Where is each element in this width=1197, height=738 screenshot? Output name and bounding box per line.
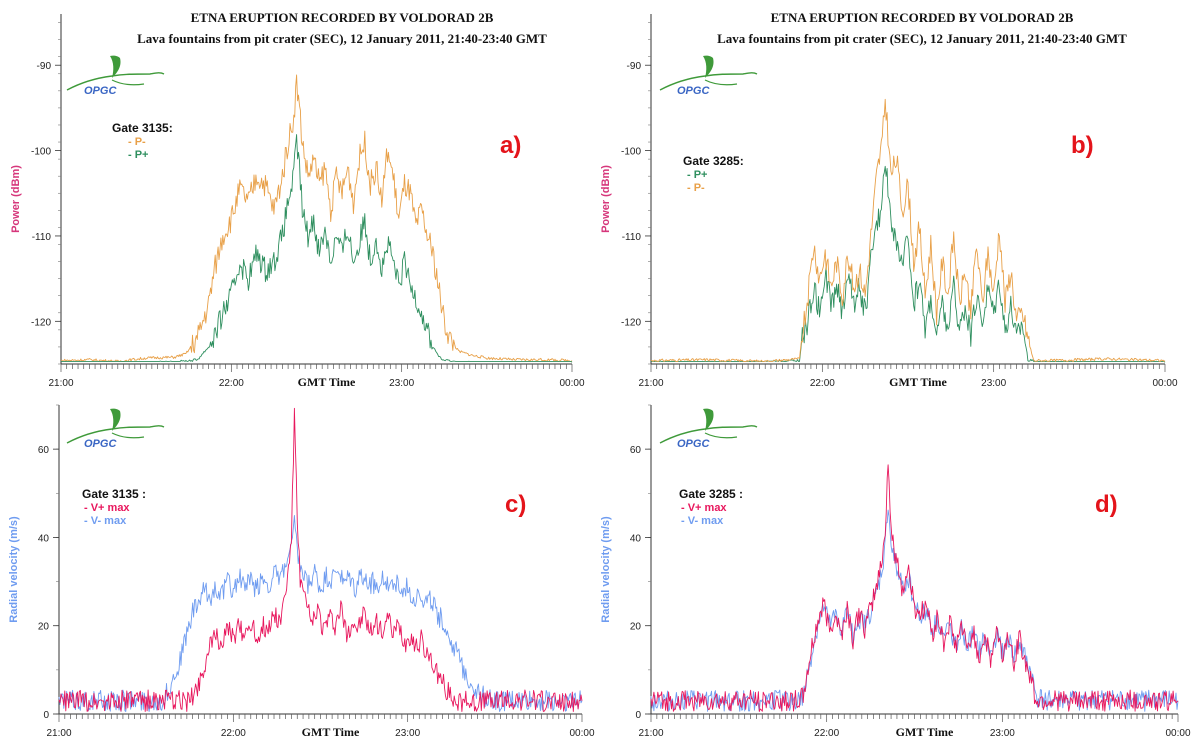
series-line-p <box>60 74 573 362</box>
y-axis-label: Radial velocity (m/s) <box>8 516 20 623</box>
panel-letter: b) <box>1071 132 1094 159</box>
y-axis-label: Power (dBm) <box>10 165 22 233</box>
logo-swoosh-inner <box>111 79 145 86</box>
y-tick-label: 20 <box>38 622 50 633</box>
logo-text: OPGC <box>84 438 117 450</box>
y-tick-label: -100 <box>31 147 51 158</box>
x-axis-label: GMT Time <box>896 725 954 738</box>
logo-swoosh-inner <box>704 79 738 86</box>
x-tick-label: 00:00 <box>559 378 584 389</box>
y-tick-label: 60 <box>630 445 642 456</box>
series-line-p <box>651 165 1166 363</box>
legend-title: Gate 3135 : <box>82 487 146 501</box>
panel-letter: a) <box>500 132 521 159</box>
y-tick-label: 40 <box>38 533 50 544</box>
logo-text: OPGC <box>677 85 710 97</box>
logo-text: OPGC <box>84 85 117 97</box>
legend-entry: - V+ max <box>84 502 130 514</box>
series-line-vmax <box>58 407 583 712</box>
x-tick-label: 21:00 <box>638 378 663 389</box>
chart-panel-d: 21:00 22:00 23:00 00:00 0 20 40 60 GMT Time Radia… <box>600 404 1191 738</box>
panel-letter: c) <box>505 491 526 518</box>
x-tick-label: 21:00 <box>638 728 663 738</box>
y-tick-label: -120 <box>31 317 51 328</box>
logo-swoosh-outer <box>66 425 165 444</box>
x-tick-label: 21:00 <box>46 728 71 738</box>
y-axis-label: Power (dBm) <box>600 165 612 233</box>
x-tick-label: 22:00 <box>810 378 835 389</box>
legend-entry: - V- max <box>681 515 724 527</box>
chart-panel-b: ETNA ERUPTION RECORDED BY VOLDORAD 2B Lav… <box>600 10 1178 389</box>
opgc-logo: OPGC <box>659 408 758 450</box>
x-tick-label: 00:00 <box>569 728 594 738</box>
y-tick-label: -110 <box>32 232 52 243</box>
logo-swoosh-inner <box>111 432 145 439</box>
logo-swoosh-inner <box>704 432 738 439</box>
series-line-vmax <box>650 464 1179 712</box>
x-tick-label: 22:00 <box>219 378 244 389</box>
y-tick-label: 0 <box>43 710 49 721</box>
series-line-p <box>61 134 573 363</box>
chart-title: ETNA ERUPTION RECORDED BY VOLDORAD 2B <box>771 10 1074 25</box>
x-tick-label: 23:00 <box>981 378 1006 389</box>
legend: Gate 3285:- P+- P- <box>683 154 744 194</box>
x-tick-label: 22:00 <box>221 728 246 738</box>
opgc-logo: OPGC <box>66 408 165 450</box>
legend: Gate 3135 :- V+ max- V- max <box>82 487 146 527</box>
logo-leaf <box>703 408 714 431</box>
legend-title: Gate 3285: <box>683 154 744 168</box>
y-tick-label: -90 <box>37 61 52 72</box>
x-tick-label: 22:00 <box>814 728 839 738</box>
legend-entry: - V- max <box>84 515 127 527</box>
x-axis-label: GMT Time <box>298 375 356 389</box>
x-tick-label: 23:00 <box>389 378 414 389</box>
y-tick-label: -120 <box>621 317 641 328</box>
x-tick-label: 00:00 <box>1165 728 1190 738</box>
legend-entry: - P+ <box>687 169 707 181</box>
y-tick-label: 0 <box>635 710 641 721</box>
series-line-vmax <box>650 509 1179 712</box>
opgc-logo: OPGC <box>659 55 758 97</box>
chart-subtitle: Lava fountains from pit crater (SEC), 12… <box>137 31 547 46</box>
y-tick-label: 60 <box>38 445 50 456</box>
chart-subtitle: Lava fountains from pit crater (SEC), 12… <box>717 31 1127 46</box>
x-axis-label: GMT Time <box>302 725 360 738</box>
x-tick-label: 23:00 <box>990 728 1015 738</box>
legend-title: Gate 3285 : <box>679 487 743 501</box>
chart-panel-a: ETNA ERUPTION RECORDED BY VOLDORAD 2B Lav… <box>10 10 585 389</box>
y-tick-label: -100 <box>621 147 641 158</box>
x-tick-label: 00:00 <box>1152 378 1177 389</box>
opgc-logo: OPGC <box>66 55 165 97</box>
legend-title: Gate 3135: <box>112 121 173 135</box>
y-tick-label: -110 <box>622 232 642 243</box>
legend-entry: - V+ max <box>681 502 727 514</box>
legend: Gate 3285 :- V+ max- V- max <box>679 487 743 527</box>
chart-panel-c: 21:00 22:00 23:00 00:00 0 20 40 60 GMT Time Radia… <box>8 404 595 738</box>
logo-swoosh-outer <box>66 72 165 91</box>
y-axis-label: Radial velocity (m/s) <box>600 516 612 623</box>
legend-entry: - P- <box>687 182 705 194</box>
panel-letter: d) <box>1095 491 1118 518</box>
y-tick-label: 40 <box>630 533 642 544</box>
series-line-p <box>650 98 1166 362</box>
x-axis-label: GMT Time <box>889 375 947 389</box>
x-tick-label: 23:00 <box>395 728 420 738</box>
logo-leaf <box>703 55 714 78</box>
legend-entry: - P- <box>128 136 146 148</box>
logo-leaf <box>110 408 121 431</box>
legend-entry: - P+ <box>128 149 148 161</box>
logo-swoosh-outer <box>659 425 758 444</box>
chart-title: ETNA ERUPTION RECORDED BY VOLDORAD 2B <box>191 10 494 25</box>
legend: Gate 3135:- P-- P+ <box>112 121 173 161</box>
logo-leaf <box>110 55 121 78</box>
x-tick-label: 21:00 <box>48 378 73 389</box>
logo-text: OPGC <box>677 438 710 450</box>
logo-swoosh-outer <box>659 72 758 91</box>
y-tick-label: -90 <box>627 61 642 72</box>
y-tick-label: 20 <box>630 622 642 633</box>
